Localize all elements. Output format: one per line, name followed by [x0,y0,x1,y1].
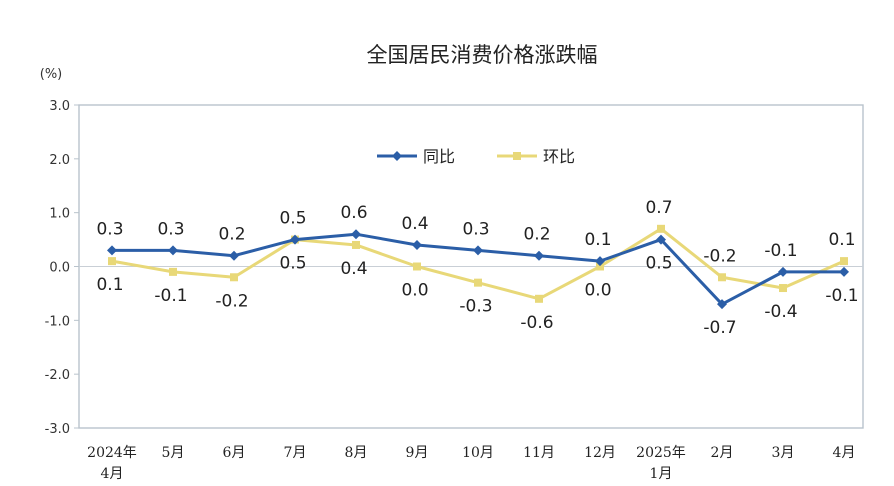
data-label-mom: -0.2 [215,291,248,311]
x-tick-label: 2025年 [636,445,686,461]
y-tick-label: 0.0 [49,261,70,276]
data-label-yoy: -0.7 [703,318,736,338]
data-point-yoy [595,256,605,267]
legend: 同比 环比 [377,147,575,166]
data-label-mom: -0.4 [764,302,797,322]
data-label-mom: 0.5 [279,254,306,274]
data-label-yoy: 0.5 [279,209,306,229]
data-label-mom: -0.1 [154,286,187,306]
data-point-yoy [534,250,544,261]
data-point-mom [657,224,665,233]
x-tick-label: 2024年 [87,445,137,461]
legend-marker [513,152,521,160]
data-point-yoy [839,266,849,277]
data-point-yoy [717,299,727,310]
data-label-yoy: 0.6 [340,203,367,223]
data-point-yoy [290,234,300,245]
data-point-mom [230,273,238,282]
x-tick-label: 1月 [650,466,673,482]
data-point-yoy [229,250,239,261]
data-label-mom: -0.6 [520,313,553,333]
data-label-yoy: 0.2 [218,225,245,245]
data-labels: 0.3 0.3 0.2 0.5 0.6 0.4 0.3 0.2 0.1 0.5 -0.7 -0.1 -0… [96,198,858,338]
data-label-yoy: 0.3 [157,219,184,239]
x-tick-label: 3月 [772,445,795,461]
y-tick-label: -2.0 [45,368,70,383]
data-point-mom [596,262,604,271]
data-point-mom [840,257,848,266]
data-label-mom: 0.4 [340,259,367,279]
data-label-mom: -0.3 [459,297,492,317]
data-point-yoy [107,245,117,256]
data-point-yoy [168,245,178,256]
x-tick-label: 10月 [462,445,494,461]
data-label-yoy: 0.5 [645,254,672,274]
y-axis: 3.0 2.0 1.0 0.0 -1.0 -2.0 -3.0 [45,99,79,437]
legend-marker [392,151,402,161]
data-label-mom: 0.0 [401,281,428,301]
data-label-mom: -0.2 [703,246,736,266]
x-tick-label: 2月 [711,445,734,461]
data-label-mom: 0.1 [828,230,855,250]
x-tick-label: 12月 [584,445,616,461]
data-point-mom [352,240,360,249]
y-tick-label: 3.0 [49,99,70,114]
legend-label: 环比 [543,147,575,166]
y-tick-label: 2.0 [49,153,70,168]
data-label-mom: 0.7 [645,198,672,218]
y-unit-label: (%) [40,67,63,82]
x-tick-label: 6月 [223,445,246,461]
y-tick-label: -1.0 [45,314,70,329]
y-tick-label: 1.0 [49,207,70,222]
x-tick-label: 5月 [162,445,185,461]
data-point-mom [474,278,482,287]
data-label-yoy: -0.1 [764,241,797,261]
x-tick-label: 9月 [406,445,429,461]
data-label-yoy: 0.3 [462,219,489,239]
x-tick-label: 4月 [101,466,124,482]
data-point-mom [108,257,116,266]
data-point-mom [169,267,177,276]
data-point-yoy [473,245,483,256]
chart-title: 全国居民消费价格涨跌幅 [367,43,598,67]
data-point-yoy [351,229,361,240]
data-point-yoy [412,239,422,250]
x-tick-label: 11月 [523,445,555,461]
data-point-mom [718,273,726,282]
legend-label: 同比 [423,147,455,166]
y-tick-label: -3.0 [45,422,70,437]
data-label-yoy: 0.4 [401,214,428,234]
data-label-yoy: 0.2 [523,225,550,245]
data-label-mom: 0.0 [584,281,611,301]
x-tick-label: 7月 [284,445,307,461]
data-label-yoy: -0.1 [825,286,858,306]
data-point-yoy [778,266,788,277]
data-label-yoy: 0.3 [96,219,123,239]
data-label-yoy: 0.1 [584,230,611,250]
series-layer [107,224,849,310]
data-point-yoy [656,234,666,245]
data-point-mom [535,294,543,303]
data-label-mom: 0.1 [96,275,123,295]
x-axis: 2024年 4月 5月 6月 7月 8月 9月 10月 11月 12月 2025年 1月 2月 3月 4月 [87,445,855,482]
data-point-mom [779,284,787,293]
x-tick-label: 4月 [833,445,856,461]
x-tick-label: 8月 [345,445,368,461]
data-point-mom [413,262,421,271]
